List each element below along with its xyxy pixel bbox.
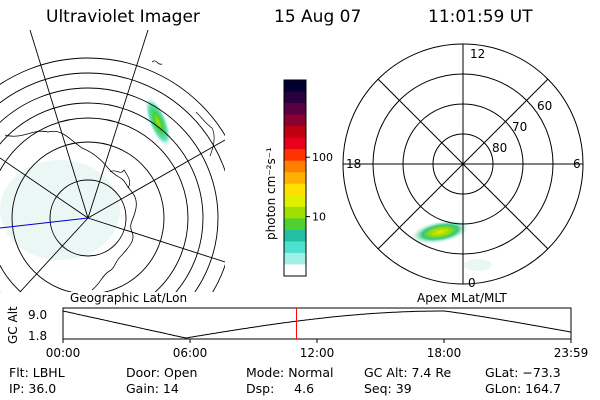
diffuse-glow — [0, 160, 120, 260]
colorbar-cell — [284, 172, 306, 185]
gc-alt-status: GC Alt: 7.4 Re — [364, 365, 452, 380]
instrument-title: Ultraviolet Imager — [46, 7, 200, 27]
alt-xtick-label: 00:00 — [46, 346, 81, 360]
longitude-lines — [0, 30, 225, 292]
colorbar-cell — [284, 241, 306, 254]
mlt-polar-plot: 12 18 6 0 60 70 80 — [342, 43, 584, 290]
colorbar-cell — [284, 149, 306, 162]
colorbar-cell — [284, 229, 306, 242]
mlat-label-70: 70 — [512, 120, 527, 134]
altitude-curve — [62, 310, 572, 339]
colorbar-cell — [284, 91, 306, 104]
colorbar-cell — [284, 218, 306, 231]
colorbar-cell — [284, 103, 306, 116]
gain-status: Gain: 14 — [126, 381, 179, 396]
colorbar-cell — [284, 137, 306, 150]
mlat-label-80: 80 — [492, 141, 507, 155]
alt-ytick-top: 9.0 — [28, 308, 47, 322]
colorbar: 100 10 photon cm⁻²s⁻¹ — [264, 79, 333, 277]
terminator-line — [0, 217, 89, 229]
colorbar-frame — [283, 79, 307, 277]
colorbar-cell — [284, 183, 306, 196]
filter-status: Flt: LBHL — [9, 365, 65, 380]
alt-xtick-label: 23:59 — [554, 346, 589, 360]
colorbar-cell — [284, 195, 306, 208]
colorbar-cell — [284, 160, 306, 173]
image-time: 11:01:59 UT — [428, 7, 533, 27]
colorbar-cell — [284, 206, 306, 219]
mlt-label-12: 12 — [470, 47, 485, 61]
mode-status: Mode: Normal — [246, 365, 334, 380]
colorbar-cell — [284, 80, 306, 93]
altitude-plot-frame — [62, 307, 572, 340]
geographic-map — [0, 30, 225, 292]
colorbar-cell — [284, 264, 306, 277]
door-status: Door: Open — [126, 365, 198, 380]
faint-emission — [464, 259, 492, 271]
altitude-timeline: 00:00 06:00 12:00 18:00 23:59 9.0 1.8 GC Alt — [6, 306, 588, 360]
coastline — [4, 130, 137, 291]
alt-xtick-label: 18:00 — [427, 346, 462, 360]
colorbar-tick-label: 10 — [312, 211, 326, 224]
ip-status: IP: 36.0 — [9, 381, 57, 396]
mlat-label-60: 60 — [537, 99, 552, 113]
colorbar-cell — [284, 114, 306, 127]
auroral-oval-emission — [410, 219, 470, 245]
glon-status: GLon: 164.7 — [485, 381, 561, 396]
colorbar-unit-label: photon cm⁻²s⁻¹ — [264, 147, 278, 240]
colorbar-tick-label: 100 — [312, 151, 333, 164]
alt-ylabel: GC Alt — [6, 306, 20, 344]
mlt-label-18: 18 — [346, 157, 361, 171]
image-date: 15 Aug 07 — [274, 7, 362, 27]
coastline-fragment — [151, 60, 163, 65]
mlt-label-0: 0 — [468, 276, 476, 290]
left-panel-label: Geographic Lat/Lon — [70, 291, 187, 305]
dsp-status: Dsp: 4.6 — [246, 381, 315, 396]
coastline-detail — [109, 169, 130, 189]
glat-status: GLat: −73.3 — [485, 365, 561, 380]
mlt-meridians — [343, 44, 583, 284]
alt-ytick-bottom: 1.8 — [28, 329, 47, 343]
seq-status: Seq: 39 — [364, 381, 412, 396]
mlt-label-6: 6 — [573, 157, 581, 171]
right-panel-label: Apex MLat/MLT — [417, 291, 507, 305]
latitude-circles — [0, 57, 225, 292]
alt-xtick-label: 06:00 — [173, 346, 208, 360]
colorbar-cell — [284, 126, 306, 139]
alt-xtick-label: 12:00 — [300, 346, 335, 360]
auroral-emission — [144, 96, 172, 148]
colorbar-cell — [284, 252, 306, 265]
coastline-nz — [195, 111, 215, 157]
